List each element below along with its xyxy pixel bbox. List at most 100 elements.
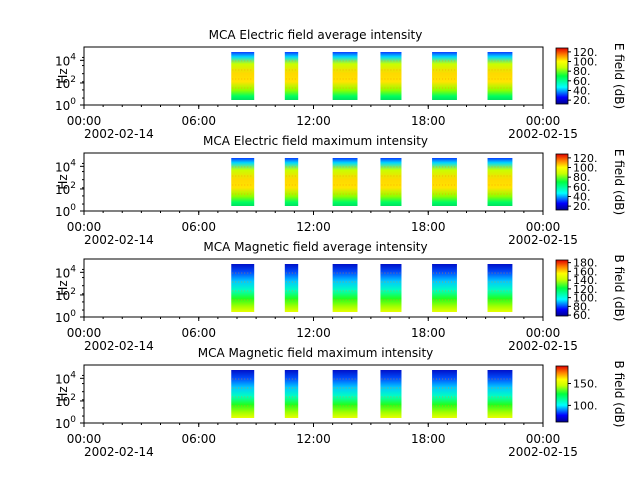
colorbar-label: B field (dB) [612, 255, 626, 322]
y-tick-label: 100 [55, 97, 76, 113]
y-axis-label: Hz [56, 174, 70, 189]
panel-1: MCA Electric field average intensity1001… [55, 28, 626, 141]
colorbar-tick-label: 80. [573, 171, 591, 184]
data-segment [284, 264, 299, 312]
y-tick-exponent: 0 [70, 203, 76, 213]
chart-title: MCA Electric field average intensity [209, 28, 423, 42]
colorbar [555, 365, 569, 423]
colorbar-tick-label: 150. [573, 378, 598, 391]
chart-title: MCA Magnetic field maximum intensity [198, 346, 434, 360]
panel-2: MCA Electric field maximum intensity1001… [55, 134, 626, 247]
colorbar-tick-label: 120. [573, 152, 598, 165]
colorbar-tick-label: 120. [573, 283, 598, 296]
data-segment [432, 52, 457, 100]
x-tick-label: 06:00 [181, 432, 216, 446]
y-tick-label: 102 [55, 287, 76, 303]
colorbar-tick-label: 100. [573, 56, 598, 69]
y-tick-base: 10 [55, 266, 70, 280]
colorbar-tick-label: 40. [573, 84, 591, 97]
x-tick-label: 00:00 [526, 432, 561, 446]
x-tick-label: 12:00 [296, 432, 331, 446]
y-tick-label: 104 [55, 264, 76, 280]
panel-3: MCA Magnetic field average intensity1001… [55, 240, 626, 353]
y-axis-label: Hz [56, 280, 70, 295]
data-segment [231, 264, 255, 312]
colorbar-label: B field (dB) [612, 361, 626, 428]
x-date-start: 2002-02-14 [84, 233, 154, 247]
y-tick-label: 102 [55, 181, 76, 197]
colorbar-tick-label: 60. [573, 75, 591, 88]
x-date-end: 2002-02-15 [508, 127, 578, 141]
x-tick-label: 00:00 [526, 220, 561, 234]
colorbar-tick-label: 60. [573, 181, 591, 194]
y-tick-base: 10 [55, 311, 70, 325]
x-date-start: 2002-02-14 [84, 127, 154, 141]
y-tick-label: 100 [55, 415, 76, 431]
y-tick-exponent: 0 [70, 415, 76, 425]
plot-frame [83, 364, 544, 424]
y-tick-label: 104 [55, 158, 76, 174]
x-tick-label: 00:00 [67, 326, 102, 340]
data-segment [332, 264, 358, 312]
data-segment [284, 158, 299, 206]
panel-4: MCA Magnetic field maximum intensity1001… [55, 346, 626, 459]
data-segment [380, 264, 402, 312]
colorbar-tick-label: 100. [573, 162, 598, 175]
data-segment [380, 52, 402, 100]
x-tick-label: 00:00 [526, 326, 561, 340]
x-tick-label: 18:00 [411, 114, 446, 128]
y-tick-base: 10 [55, 99, 70, 113]
plot-frame [83, 258, 544, 318]
colorbar [555, 153, 569, 211]
y-tick-exponent: 4 [70, 264, 76, 274]
colorbar [555, 259, 569, 317]
data-segment [332, 52, 358, 100]
plot-frame [83, 46, 544, 106]
y-tick-base: 10 [55, 417, 70, 431]
data-segment [380, 370, 402, 418]
data-segment [432, 370, 457, 418]
colorbar-tick-label: 40. [573, 190, 591, 203]
x-tick-label: 06:00 [181, 326, 216, 340]
y-tick-base: 10 [55, 77, 70, 91]
colorbar-tick-label: 100. [573, 399, 598, 412]
x-date-end: 2002-02-15 [508, 339, 578, 353]
x-tick-label: 06:00 [181, 220, 216, 234]
data-segment [332, 370, 358, 418]
data-segment [487, 52, 513, 100]
colorbar-tick-label: 80. [573, 300, 591, 313]
x-tick-label: 00:00 [67, 114, 102, 128]
colorbar-tick-label: 140. [573, 274, 598, 287]
data-segment [231, 52, 255, 100]
y-tick-label: 104 [55, 52, 76, 68]
data-segment [487, 264, 513, 312]
y-tick-base: 10 [55, 205, 70, 219]
colorbar-tick-label: 180. [573, 257, 598, 270]
data-segment [432, 158, 457, 206]
data-segment [231, 370, 255, 418]
y-tick-base: 10 [55, 183, 70, 197]
x-tick-label: 18:00 [411, 220, 446, 234]
x-tick-label: 18:00 [411, 326, 446, 340]
x-tick-label: 00:00 [526, 114, 561, 128]
colorbar-tick-label: 100. [573, 292, 598, 305]
x-tick-label: 00:00 [67, 220, 102, 234]
x-date-end: 2002-02-15 [508, 233, 578, 247]
data-segment [487, 370, 513, 418]
x-date-start: 2002-02-14 [84, 445, 154, 459]
y-tick-exponent: 2 [70, 181, 76, 191]
x-date-end: 2002-02-15 [508, 445, 578, 459]
y-tick-label: 100 [55, 203, 76, 219]
y-tick-exponent: 0 [70, 97, 76, 107]
y-tick-exponent: 4 [70, 158, 76, 168]
colorbar-tick-label: 160. [573, 265, 598, 278]
y-tick-exponent: 2 [70, 393, 76, 403]
y-tick-base: 10 [55, 160, 70, 174]
data-segment [231, 158, 255, 206]
x-tick-label: 12:00 [296, 326, 331, 340]
chart-title: MCA Magnetic field average intensity [203, 240, 427, 254]
y-tick-exponent: 2 [70, 75, 76, 85]
colorbar-tick-label: 20. [573, 94, 591, 107]
